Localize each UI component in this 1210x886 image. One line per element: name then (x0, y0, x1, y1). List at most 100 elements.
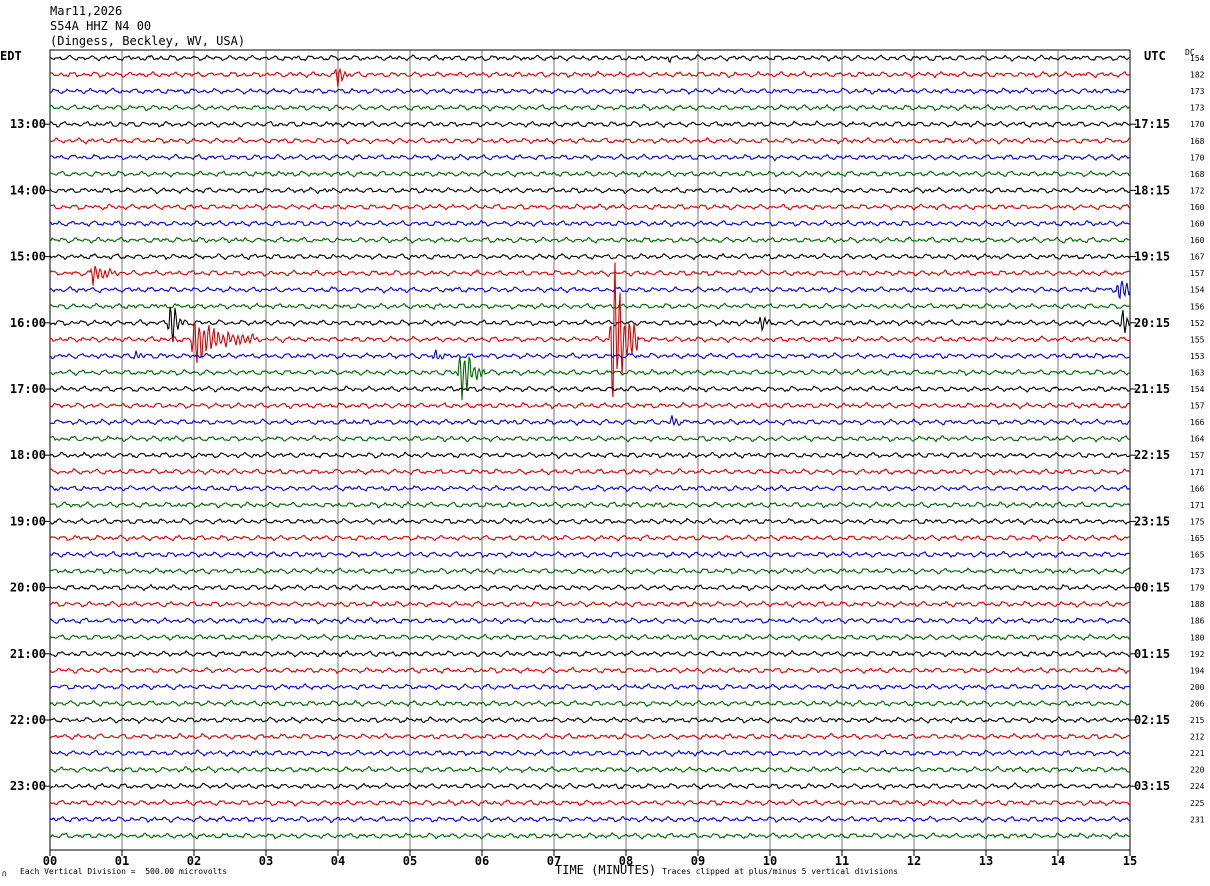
trace-line (49, 550, 1131, 559)
dc-offset-label: 188 (1190, 600, 1205, 609)
dc-offset-label: 163 (1190, 368, 1205, 377)
dc-offset-label: 221 (1190, 749, 1205, 758)
x-axis-title: TIME (MINUTES) (555, 863, 657, 877)
dc-offset-label: 157 (1190, 269, 1205, 278)
dc-offset-label: 165 (1190, 534, 1205, 543)
trace-line (49, 467, 1131, 476)
trace-line (49, 484, 1131, 493)
trace-line (49, 385, 1131, 393)
dc-offset-label: 182 (1190, 71, 1205, 80)
right-time-label: 21:15 (1134, 382, 1170, 396)
x-tick-label: 15 (1123, 854, 1137, 868)
left-time-label: 22:00 (10, 713, 46, 727)
trace-line (49, 832, 1131, 840)
trace-line (49, 203, 1131, 211)
trace-line (49, 349, 1131, 360)
x-tick-label: 04 (331, 854, 345, 868)
x-tick-label: 01 (115, 854, 129, 868)
dc-offset-label: 186 (1190, 617, 1205, 626)
trace-line (49, 633, 1131, 642)
dc-offset-label: 215 (1190, 716, 1205, 725)
x-tick-label: 03 (259, 854, 273, 868)
trace-line (49, 501, 1131, 509)
right-time-label: 23:15 (1134, 514, 1170, 528)
trace-line (49, 600, 1131, 609)
dc-offset-label: 152 (1190, 319, 1205, 328)
trace-line (50, 415, 1131, 427)
left-time-label: 14:00 (10, 183, 46, 197)
right-time-label: 18:15 (1134, 183, 1170, 197)
trace-line (50, 716, 1131, 725)
trace-line (49, 262, 1131, 398)
dc-offset-label: 225 (1190, 799, 1205, 808)
trace-line (49, 186, 1131, 195)
dc-offset-label: 168 (1190, 137, 1205, 146)
left-time-label: 21:00 (10, 647, 46, 661)
left-time-label: 17:00 (10, 382, 46, 396)
dc-offset-label: 173 (1190, 104, 1205, 113)
dc-offset-label: 173 (1190, 87, 1205, 96)
dc-offset-label: 160 (1190, 220, 1205, 229)
dc-offset-label: 173 (1190, 567, 1205, 576)
location-label: (Dingess, Beckley, WV, USA) (50, 34, 246, 48)
dc-offset-label: 166 (1190, 484, 1205, 493)
trace-line (49, 732, 1131, 741)
trace-line (49, 153, 1131, 162)
dc-offset-label: 164 (1190, 435, 1205, 444)
right-time-label: 03:15 (1134, 779, 1170, 793)
x-tick-label: 12 (907, 854, 921, 868)
trace-line (49, 219, 1131, 228)
trace-line (49, 355, 1131, 401)
trace-line (49, 765, 1131, 774)
dc-offset-label: 160 (1190, 236, 1205, 245)
x-tick-label: 13 (979, 854, 993, 868)
trace-line (49, 103, 1131, 112)
dc-offset-label: 157 (1190, 451, 1205, 460)
dc-offset-label: 167 (1190, 253, 1205, 262)
station-label: S54A HHZ N4 00 (50, 19, 152, 33)
plot-frame (49, 49, 1131, 851)
x-tick-label: 07 (547, 854, 561, 868)
dc-offset-label: 154 (1190, 54, 1205, 63)
dc-offset-label: 170 (1190, 120, 1205, 129)
dc-offset-label: 175 (1190, 517, 1205, 526)
dc-offset-label: 156 (1190, 302, 1205, 311)
trace-line (49, 616, 1131, 625)
dc-offset-label: 171 (1190, 501, 1205, 510)
trace-line (49, 815, 1131, 824)
dc-offset-label: 160 (1190, 203, 1205, 212)
trace-line (49, 120, 1131, 128)
trace-line (49, 682, 1131, 691)
dc-offset-label: 224 (1190, 782, 1205, 791)
corner-mark: ∩ (2, 869, 7, 878)
dc-offset-label: 157 (1190, 402, 1205, 411)
left-time-label: 23:00 (10, 779, 46, 793)
trace-line (49, 583, 1131, 592)
trace-line (49, 649, 1131, 658)
dc-offset-label: 231 (1190, 815, 1205, 824)
trace-line (49, 302, 1131, 311)
scale-note: Each Vertical Division = 500.00 microvol… (20, 867, 228, 876)
trace-line (49, 534, 1131, 542)
trace-line (49, 87, 1131, 96)
dc-offset-label: 168 (1190, 170, 1205, 179)
dc-offset-label: 172 (1190, 186, 1205, 195)
right-time-label: 20:15 (1134, 316, 1170, 330)
trace-line (49, 54, 1131, 64)
right-time-label: 00:15 (1134, 581, 1170, 595)
trace-line (49, 749, 1131, 758)
dc-offset-label: 153 (1190, 352, 1205, 361)
trace-line (49, 666, 1131, 675)
trace-line (49, 67, 1131, 87)
left-time-label: 16:00 (10, 316, 46, 330)
dc-offset-label: 154 (1190, 286, 1205, 295)
trace-line (49, 451, 1131, 460)
trace-line (49, 567, 1131, 575)
dc-offset-label: 220 (1190, 766, 1205, 775)
dc-offset-label: 154 (1190, 385, 1205, 394)
date-label: Mar11,2026 (50, 4, 123, 18)
clip-note: Traces clipped at plus/minus 5 vertical … (662, 867, 899, 876)
trace-line (49, 252, 1131, 261)
dc-offset-label: 166 (1190, 418, 1205, 427)
trace-line (49, 434, 1131, 443)
